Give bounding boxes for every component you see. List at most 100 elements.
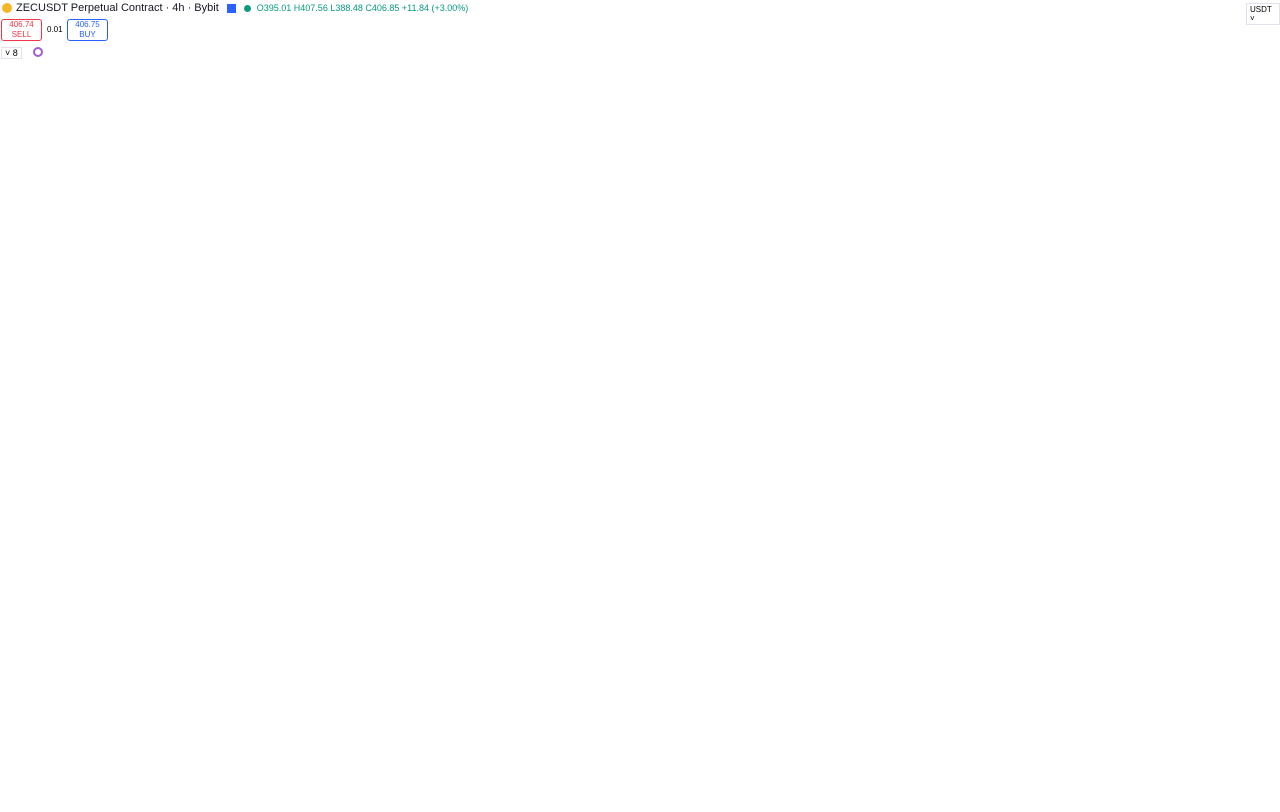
candle-body [382,132,391,189]
candle-body [775,474,784,510]
indicator-count: 8 [12,48,18,58]
candle-body [251,188,260,314]
candle-body [207,439,216,496]
record-indicator[interactable] [1125,760,1139,774]
ohlc-legend: O395.01 H407.56 L388.48 C406.85 +11.84 (… [256,3,469,13]
x-tick-label: 13 [323,800,333,810]
candle-body [556,439,565,447]
last-price-tag [1244,520,1280,545]
sync-icon[interactable] [33,47,43,57]
stop-zone [818,527,983,580]
y-tick-label: 380.00 [1251,560,1279,570]
x-tick-label: 19 [410,800,420,810]
candle-body [149,509,158,622]
indicator-toggle[interactable]: ˅ 8 [1,47,22,59]
candle-body [396,188,405,259]
y-tick-label: 540.00 [1251,336,1279,346]
y-tick-label: 560.00 [1251,308,1279,318]
y-tick-label: 300.00 [1251,671,1279,681]
candle-body [600,572,609,636]
tv-logo: TV [6,772,25,788]
candle-body [193,495,202,559]
candle-body [178,544,187,559]
quantity[interactable]: 0.01 [47,25,63,34]
y-tick-label: 660.00 [1251,169,1279,179]
candle-body [789,509,798,531]
y-tick-label: 580.00 [1251,280,1279,290]
candle-body [731,467,740,524]
symbol-tag-name: ZECUSDT.P [1196,522,1246,532]
broker-icon [226,3,236,13]
y-tick-label: 320.00 [1251,643,1279,653]
candle-body [265,258,274,314]
currency-select[interactable]: USDT ˅ [1246,3,1280,25]
candle-body [120,635,129,656]
buy-button[interactable]: 406.75 BUY [67,19,108,41]
sell-price: 406.74 [9,20,34,29]
candle-body [586,460,595,573]
y-tick-label: 640.00 [1251,197,1279,207]
candle-body [280,174,289,259]
candle-body [673,600,682,615]
buy-label: BUY [79,30,96,39]
y-tick-label: 720.00 [1251,85,1279,95]
x-tick-label: Dec [582,800,599,810]
candle-body [527,383,536,391]
price-tag-label: 406.38 [1247,498,1275,508]
candle-body [455,258,464,356]
x-tick-label: 16 [803,800,813,810]
y-tick-label: 500.00 [1251,392,1279,402]
candle-body [295,174,304,370]
y-tick-label: 680.00 [1251,141,1279,151]
candle-body [91,607,100,677]
candle-body [760,453,769,475]
last-price-label: 406.85 [1247,521,1275,531]
candle-body [353,174,362,356]
x-tick-label: 25 [498,800,508,810]
sell-button[interactable]: 406.74 SELL [1,19,42,41]
candle-body [164,509,173,545]
candle-body [498,327,507,398]
target-zone [818,258,983,528]
candle-body [222,313,231,440]
symbol-title[interactable]: ZECUSDT Perpetual Contract · 4h · Bybit [16,2,219,14]
price-tag [1244,510,1280,524]
y-tick-label: 460.00 [1251,448,1279,458]
x-tick-label: 13 [760,800,770,810]
y-tick-label: 480.00 [1251,420,1279,430]
coin-icon [2,3,12,13]
y-tick-label: 360.00 [1251,588,1279,598]
candle-body [4,676,13,740]
x-tick-label: 19 [847,800,857,810]
x-tick-label: 22 [454,800,464,810]
x-tick-label: 4 [631,800,636,810]
candle-body [615,635,624,650]
candle-body [33,746,42,761]
candle-body [484,286,493,328]
candle-body [687,537,696,601]
x-tick-label: 22 [3,800,13,810]
y-tick-label: 260.00 [1251,727,1279,737]
y-tick-label: 280.00 [1251,699,1279,709]
candle-body [309,369,318,454]
candle-body [513,390,522,398]
candle-body [644,558,653,580]
candle-body [76,676,85,719]
buy-price: 406.75 [75,20,100,29]
candle-body [411,216,420,259]
candle-body [47,725,56,761]
y-tick-label: 700.00 [1251,113,1279,123]
price-tag-label: 369.79 [1247,574,1275,584]
x-tick-label: 28 [90,800,100,810]
candle-body [746,453,755,468]
y-tick-label: 240.00 [1251,755,1279,765]
x-tick-label: 13 [1211,800,1221,810]
x-tick-label: 7 [675,800,680,810]
candle-body [338,355,347,384]
price-tag-label: 600.25 [1247,252,1275,262]
x-tick-label: 28 [978,800,988,810]
symbol-tag [1193,520,1242,535]
x-tick-label: 28 [541,800,551,810]
price-tag-label: 414.59 [1247,511,1275,521]
y-tick-label: 520.00 [1251,364,1279,374]
